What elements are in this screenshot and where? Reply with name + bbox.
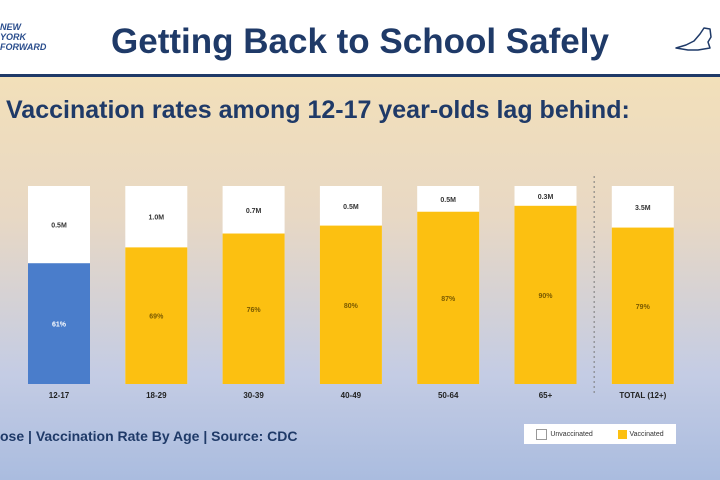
logo-line: YORK: [0, 32, 27, 42]
vaccination-bar-chart: 61% 0.5M 12-17 69% 1.0M 18-29 76% 0.7M 30-39 80% 0…: [28, 176, 674, 400]
vaccinated-percent-label: 79%: [636, 304, 651, 311]
legend-item-unvaccinated: Unvaccinated: [536, 428, 593, 440]
vaccinated-percent-label: 61%: [52, 322, 67, 329]
unvaccinated-count-label: 0.5M: [51, 223, 67, 230]
x-axis-tick-label: 40-49: [341, 391, 362, 400]
bar-vaccinated: [611, 227, 674, 384]
unvaccinated-count-label: 1.0M: [149, 215, 165, 222]
bar-vaccinated-highlight: [28, 263, 90, 384]
unvaccinated-count-label: 0.3M: [538, 194, 554, 201]
chart-subtitle: Vaccination rates among 12-17 year-olds …: [6, 96, 630, 124]
bar-vaccinated: [319, 225, 382, 384]
bar-vaccinated: [125, 247, 188, 384]
unvaccinated-count-label: 3.5M: [635, 205, 651, 212]
vaccinated-percent-label: 69%: [149, 314, 164, 321]
legend-label-vaccinated: Vaccinated: [629, 430, 664, 438]
ny-state-outline-icon: [675, 27, 712, 51]
logo-line: FORWARD: [0, 42, 47, 52]
bar-vaccinated: [514, 205, 577, 384]
ny-forward-logo: NEW YORK FORWARD: [0, 22, 47, 52]
logo-line: NEW: [0, 22, 21, 32]
x-axis-tick-label: 30-39: [243, 391, 264, 400]
x-axis-tick-label: TOTAL (12+): [619, 391, 666, 400]
source-caption: ose | Vaccination Rate By Age | Source: …: [0, 428, 298, 444]
unvaccinated-count-label: 0.5M: [343, 204, 359, 211]
legend-label-unvaccinated: Unvaccinated: [550, 430, 593, 438]
x-axis-tick-label: 50-64: [438, 391, 459, 400]
x-axis-tick-label: 12-17: [49, 391, 70, 400]
vaccinated-percent-label: 87%: [441, 296, 456, 303]
bar-vaccinated: [222, 233, 285, 384]
vaccinated-percent-label: 90%: [538, 293, 553, 300]
legend-swatch-vaccinated: [617, 429, 627, 439]
bar-vaccinated: [417, 211, 480, 384]
chart-legend: Unvaccinated Vaccinated: [524, 424, 676, 444]
vaccinated-percent-label: 80%: [344, 303, 359, 310]
legend-item-vaccinated: Vaccinated: [617, 429, 664, 439]
x-axis-tick-label: 65+: [539, 391, 553, 400]
x-axis-tick-label: 18-29: [146, 391, 167, 400]
page-title: Getting Back to School Safely: [111, 22, 609, 61]
header-bar: NEW YORK FORWARD Getting Back to School …: [0, 0, 720, 77]
vaccinated-percent-label: 76%: [247, 307, 262, 314]
unvaccinated-count-label: 0.7M: [246, 208, 262, 215]
legend-swatch-unvaccinated: [536, 428, 548, 440]
unvaccinated-count-label: 0.5M: [440, 197, 456, 204]
